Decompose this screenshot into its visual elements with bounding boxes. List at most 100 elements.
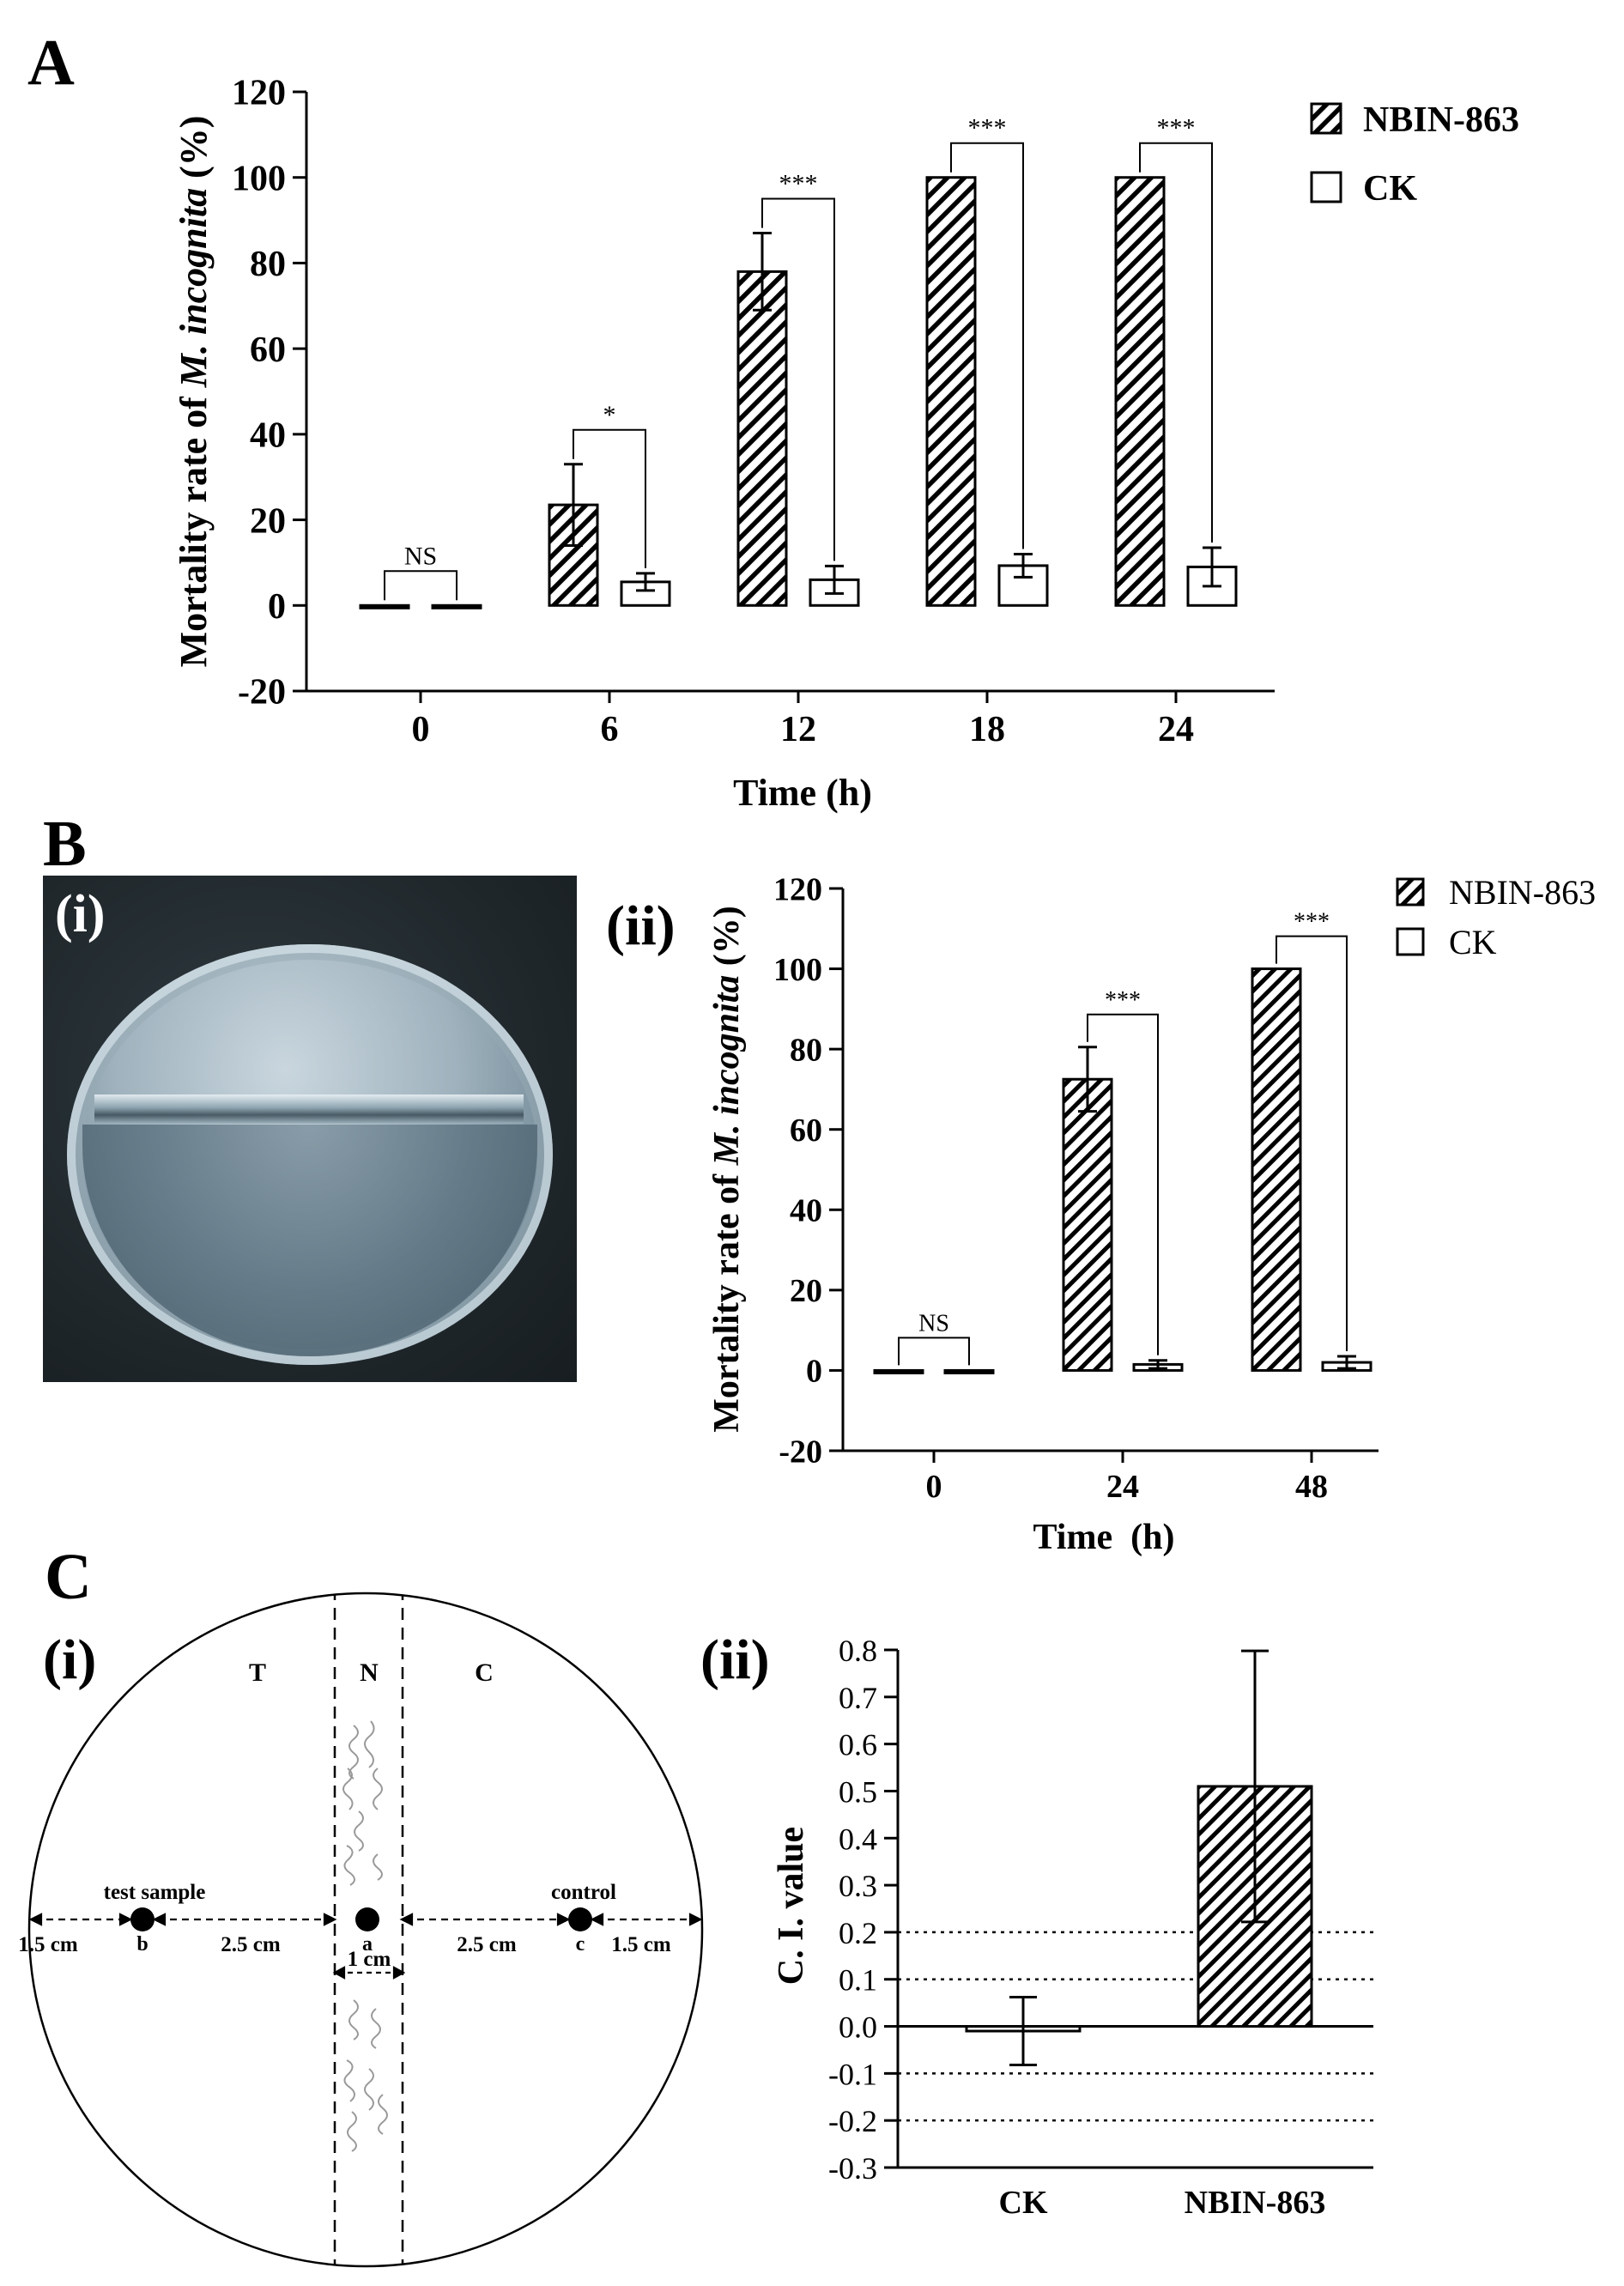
point-c-label: c	[576, 1933, 585, 1956]
chart-c-ytick-label: 0.7	[839, 1681, 877, 1715]
chartB-significance-label: ***	[1294, 909, 1330, 936]
chart-a-legend-nbin-swatch	[1310, 102, 1342, 135]
chartA-significance-label: NS	[404, 542, 437, 570]
chartB-ytick-label: 0	[806, 1354, 822, 1390]
chartA-significance-label: ***	[1157, 114, 1196, 142]
panel-b-i-label: (i)	[55, 885, 106, 943]
chartB-significance-bracket	[1276, 935, 1348, 1352]
chart-b-legend-ck: CK	[1449, 923, 1497, 961]
chart-a-ylabel-suffix: (%)	[173, 116, 215, 188]
chart-c-ytick-label: 0.5	[839, 1774, 877, 1809]
panel-b-ii-label: (ii)	[606, 894, 676, 957]
chartA-xtick-label: 0	[412, 710, 430, 749]
chartA-bar-ck	[431, 603, 482, 609]
nematodes-bottom	[343, 1999, 388, 2152]
chartA-ytick-label: 40	[250, 416, 286, 456]
distance-arrows	[28, 1913, 703, 1980]
chartB-ytick-label: 40	[790, 1193, 822, 1229]
chartA-significance-bracket	[950, 142, 1024, 549]
chart-c-ytick-label: -0.1	[828, 2057, 877, 2091]
chartB-significance-label: ***	[1105, 987, 1141, 1014]
point-a-label: a	[362, 1933, 373, 1956]
chart-a-ylabel: Mortality rate of M. incognita (%)	[173, 116, 215, 668]
chartA-bar-nbin-863	[1114, 176, 1166, 607]
chartB-bar-ck	[943, 1368, 995, 1374]
chartA-significance-bracket	[384, 570, 458, 601]
distance-mid-left: 2.5 cm	[221, 1933, 281, 1956]
chartA-significance-bracket	[1139, 142, 1213, 543]
chartB-significance-bracket	[898, 1337, 970, 1366]
chemotaxis-diagram: T N C b a c test sample control	[18, 1592, 704, 2268]
chartB-ytick-label: 120	[773, 871, 822, 907]
chart-a-legend-ck-swatch	[1310, 171, 1342, 203]
chartB-ytick-label: 100	[773, 952, 822, 988]
chart-b-ylabel-species: M. incognita	[707, 975, 747, 1167]
chartB-ytick-label: 20	[790, 1273, 822, 1309]
chartA-ytick-label: 0	[268, 587, 286, 627]
chart-c-ytick-label: 0.0	[839, 2010, 877, 2045]
chartB-xtick-label: 0	[926, 1469, 942, 1505]
chartA-significance-label: *	[603, 401, 616, 429]
point-b	[130, 1907, 155, 1931]
chartA-xtick-label: 12	[780, 710, 816, 749]
chart-c-ytick-label: -0.2	[828, 2104, 877, 2138]
panel-a-label: A	[27, 27, 75, 99]
chartA-ytick-label: 120	[232, 74, 286, 113]
chartB-bar-nbin-863	[1251, 967, 1302, 1372]
chartA-ytick-label: 20	[250, 501, 286, 541]
chart-a-ylabel-prefix: Mortality rate of	[173, 387, 215, 667]
control-label: control	[551, 1881, 616, 1904]
chartA-ytick-label: 80	[250, 245, 286, 284]
distance-edge-right: 1.5 cm	[611, 1933, 671, 1956]
chart-b-legend-nbin-swatch	[1396, 877, 1425, 907]
chart-a-xlabel: Time (h)	[733, 772, 872, 814]
chartA-xtick-label: 6	[601, 710, 619, 749]
chart-c-xtick-label: NBIN-863	[1185, 2185, 1326, 2221]
chart-c-ytick-label: 0.8	[839, 1634, 877, 1668]
chart-c-ii: -0.3-0.2-0.10.00.10.20.30.40.50.60.70.8 …	[772, 1634, 1373, 2221]
chart-b-ylabel-prefix: Mortality rate of	[707, 1165, 747, 1432]
chart-c-ytick-label: 0.2	[839, 1916, 877, 1950]
chartB-ytick-label: -20	[779, 1434, 822, 1470]
point-a	[355, 1907, 379, 1931]
chart-c-ytick-label: -0.3	[828, 2151, 877, 2186]
chartA-bar-nbin-863	[359, 603, 410, 609]
petri-dish-photo	[43, 876, 577, 1382]
chartA-significance-bracket	[761, 197, 835, 561]
chartB-significance-bracket	[1087, 1013, 1159, 1355]
chart-a-legend-nbin: NBIN-863	[1363, 100, 1519, 140]
chart-c-ytick-label: 0.3	[839, 1869, 877, 1903]
chartB-xtick-label: 48	[1295, 1469, 1328, 1505]
chart-c-xtick-label: CK	[999, 2185, 1048, 2221]
chart-b-xlabel: Time (h)	[1033, 1518, 1175, 1557]
chart-b-ylabel: Mortality rate of M. incognita (%)	[707, 906, 747, 1433]
nematodes-top	[342, 1720, 383, 1886]
chart-c-ylabel: C. I. value	[772, 1827, 811, 1985]
distance-edge-left: 1.5 cm	[18, 1933, 78, 1956]
chart-c-ytick-label: 0.6	[839, 1728, 877, 1762]
zone-t-label: T	[249, 1658, 266, 1687]
chart-a-ylabel-species: M. incognita	[173, 188, 215, 388]
chartB-significance-label: NS	[918, 1310, 949, 1337]
chart-b-ii: NS *** *** -20 0 20 40 60 80 100 120 0 24 48 Mortal…	[707, 871, 1596, 1557]
chartA-bar-nbin-863	[925, 176, 977, 607]
panel-c-label: C	[45, 1541, 92, 1613]
chartB-ytick-label: 80	[790, 1032, 822, 1068]
zone-n-label: N	[360, 1658, 379, 1687]
zone-c-label: C	[475, 1658, 494, 1687]
chartA-ytick-label: 100	[232, 159, 286, 198]
distance-mid-right: 2.5 cm	[457, 1933, 517, 1956]
chartA-xtick-label: 24	[1158, 710, 1194, 749]
chartB-ytick-label: 60	[790, 1113, 822, 1149]
petri-dish-divider	[94, 1094, 524, 1124]
panel-b-label: B	[43, 808, 87, 880]
chartB-bar-nbin-863	[1062, 1077, 1113, 1372]
point-b-label: b	[136, 1933, 148, 1956]
point-c	[568, 1907, 592, 1931]
chart-b-legend-ck-swatch	[1396, 927, 1425, 956]
chart-b-ylabel-suffix: (%)	[707, 906, 747, 974]
chartA-significance-bracket	[573, 428, 646, 568]
test-sample-label: test sample	[104, 1881, 206, 1904]
